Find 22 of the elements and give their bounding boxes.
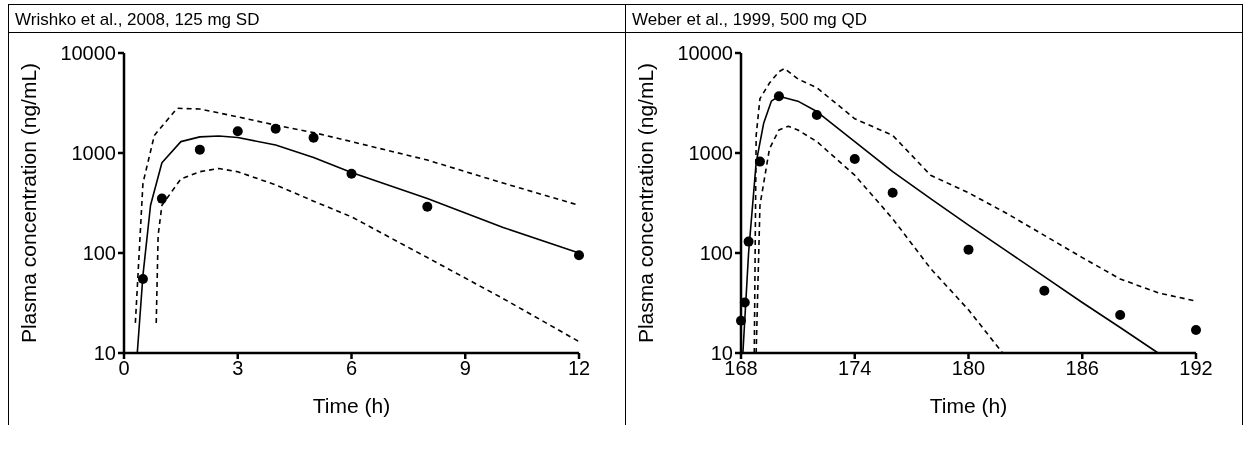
chart-title: Wrishko et al., 2008, 125 mg SD: [9, 5, 625, 33]
x-tick-label: 174: [838, 357, 872, 380]
y-tick-label: 1000: [71, 142, 116, 165]
chart-title: Weber et al., 1999, 500 mg QD: [626, 5, 1242, 33]
x-tick-label: 192: [1179, 357, 1213, 380]
x-tick-label: 0: [118, 357, 130, 380]
y-tick-label: 10000: [60, 42, 116, 65]
x-tick-label: 180: [951, 357, 986, 380]
y-tick-label: 100: [699, 242, 733, 265]
y-axis-title: Plasma concentration (ng/mL): [634, 62, 658, 344]
x-tick-label: 186: [1065, 357, 1099, 380]
y-axis-title: Plasma concentration (ng/mL): [17, 62, 41, 344]
y-tick-label: 1000: [688, 142, 733, 165]
x-tick-label: 9: [459, 357, 471, 380]
y-tick-label: 10000: [677, 42, 733, 65]
x-axis-title: Time (h): [929, 394, 1008, 417]
x-tick-label: 6: [345, 357, 358, 380]
x-tick-label: 3: [232, 357, 244, 380]
x-axis-title: Time (h): [312, 394, 391, 417]
y-tick-label: 10: [93, 342, 116, 365]
y-tick-label: 100: [82, 242, 116, 265]
x-tick-label: 12: [567, 357, 591, 380]
